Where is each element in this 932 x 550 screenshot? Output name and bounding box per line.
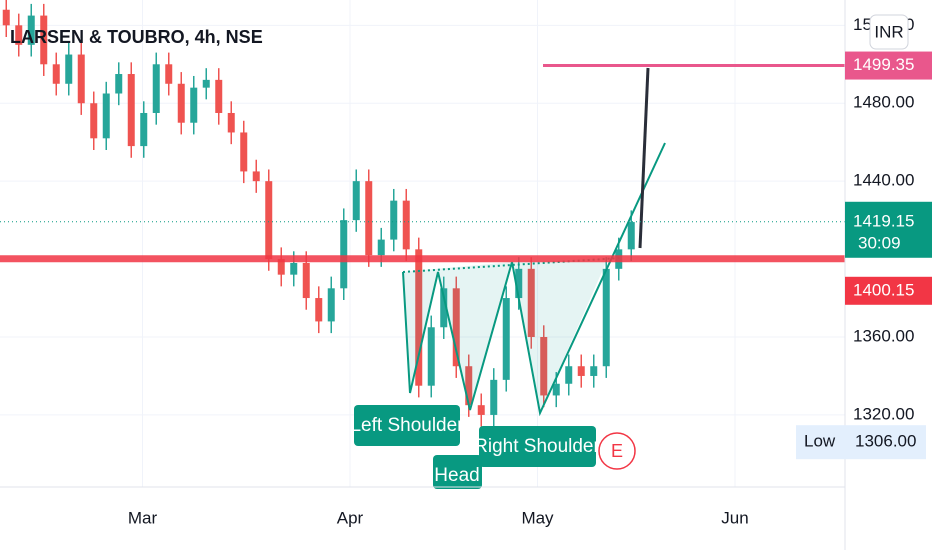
annotation-text: Head [434, 465, 479, 486]
candle-body [252, 171, 260, 182]
candle-body [415, 249, 423, 386]
candle-body [27, 15, 35, 45]
candle-body [165, 64, 173, 84]
candle-body [77, 54, 85, 104]
annotation: Left Shoulder Head Right Shoulder E [350, 405, 636, 489]
candle-body [365, 181, 373, 256]
candle-body [40, 15, 48, 65]
candle-body [115, 74, 123, 94]
y-tick-label: 1480.00 [853, 93, 914, 112]
currency-label[interactable]: INR [874, 22, 903, 41]
price-tag [845, 276, 932, 305]
candle-body [477, 405, 485, 415]
candle-body [377, 239, 385, 256]
candle-body [177, 83, 185, 123]
candle-body [340, 220, 348, 289]
axes: 1320.001360.001440.001480.001520.00MarAp… [128, 15, 932, 527]
candle-body [427, 327, 435, 386]
candle-body [52, 64, 60, 84]
candle-body [2, 9, 10, 26]
candle-body [327, 288, 335, 322]
candle-body [402, 200, 410, 250]
x-tick-label: May [521, 508, 554, 527]
price-axis [845, 0, 932, 550]
candle-body [527, 268, 535, 338]
candle-body [65, 54, 73, 84]
candle-body [590, 366, 598, 376]
candle-body [140, 112, 148, 147]
candle-body [227, 112, 235, 133]
grid [0, 0, 845, 487]
candle-body [390, 200, 398, 240]
candle-body [277, 259, 285, 275]
candle-body [565, 366, 573, 384]
x-tick-label: Mar [128, 508, 158, 527]
candle-body [352, 181, 360, 221]
candle-body [265, 181, 273, 260]
chart-title: LARSEN & TOUBRO, 4h, NSE [10, 27, 263, 47]
overlays [0, 64, 845, 263]
x-tick-label: Jun [721, 508, 748, 527]
annotation-text: E [611, 441, 623, 461]
candle-body [502, 298, 510, 380]
low-label: Low [804, 432, 836, 451]
candle-body [152, 64, 160, 113]
candle-body [240, 132, 248, 172]
target-line [638, 67, 650, 249]
pattern-line [402, 142, 666, 417]
candle-body [127, 74, 135, 147]
candle-body [102, 93, 110, 139]
price-tag-label: 1400.15 [853, 280, 914, 299]
price-tag [845, 201, 932, 258]
candle-body [302, 262, 310, 299]
y-tick-label: 1440.00 [853, 171, 914, 190]
candle-body [452, 288, 460, 367]
currency-button[interactable] [869, 14, 909, 50]
annotation-text: Right Shoulder [474, 436, 600, 457]
low-tag [796, 425, 926, 460]
price-tag-label: 1419.15 [853, 211, 914, 230]
annotation-text: Left Shoulder [350, 415, 464, 436]
candle-body [490, 379, 498, 415]
countdown: 30:09 [858, 233, 901, 252]
candle-body [627, 222, 635, 250]
candle-body [515, 268, 523, 299]
price-tag [845, 51, 932, 80]
price-tag-label: 1499.35 [853, 55, 914, 74]
candle-body [540, 337, 548, 396]
candle-body [552, 383, 560, 396]
candle-body [465, 366, 473, 406]
low-value: 1306.00 [855, 432, 916, 451]
y-tick-label: 1360.00 [853, 326, 914, 345]
candle-body [190, 87, 198, 123]
candle-body [15, 25, 23, 45]
candle-body [290, 262, 298, 275]
candle-body [215, 79, 223, 113]
candle-body [315, 298, 323, 322]
candle-body [577, 366, 585, 376]
y-tick-label: 1320.00 [853, 404, 914, 423]
candle-body [90, 103, 98, 139]
candle-body [202, 79, 210, 88]
pattern-fill [403, 258, 620, 413]
candle-body [440, 288, 448, 328]
x-tick-label: Apr [337, 508, 364, 527]
candle-body [602, 268, 610, 367]
